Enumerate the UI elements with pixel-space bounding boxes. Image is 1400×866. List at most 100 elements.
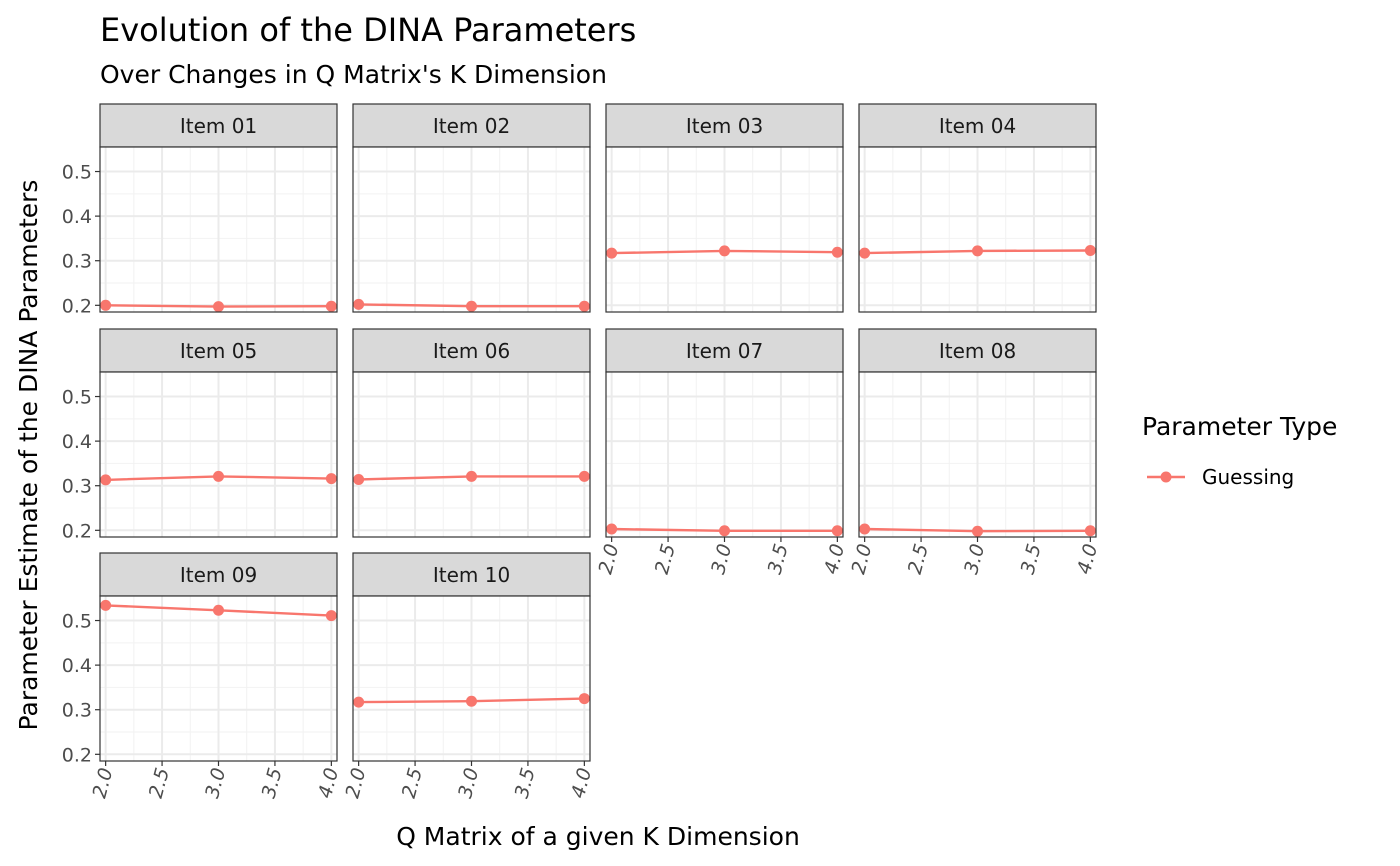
data-point	[213, 301, 224, 313]
facet-panel: Item 09 0.2 0.3 0.4 0.5 2.0 2.5 3.0 3.5 4.0	[62, 552, 343, 801]
data-point	[578, 470, 590, 482]
data-point	[972, 245, 983, 257]
facet-panel: Item 03	[605, 103, 844, 313]
data-point	[466, 470, 477, 482]
facet-panel: Item 07 2.0 2.5 3.0 3.5 4.0	[594, 328, 849, 577]
data-point	[578, 300, 590, 312]
facet-strip-label: Item 03	[686, 114, 763, 138]
data-point	[1084, 525, 1096, 537]
x-tick-label: 2.0	[88, 766, 117, 801]
x-tick-label: 2.0	[594, 542, 623, 577]
data-point	[325, 473, 337, 485]
facet-panel: Item 01 0.2 0.3 0.4 0.5	[62, 103, 338, 317]
facet-strip	[99, 552, 338, 597]
panel-border	[99, 371, 338, 538]
facet-panels: Item 01 0.2 0.3 0.4 0.5 Item 02 Item 03 Item 04…	[62, 103, 1102, 801]
facet-panel: Item 08 2.0 2.5 3.0 3.5 4.0	[847, 328, 1102, 577]
y-tick-label: 0.3	[62, 476, 92, 498]
facet-strip	[605, 328, 844, 373]
y-tick-label: 0.5	[62, 162, 92, 184]
y-tick-label: 0.2	[62, 520, 92, 542]
x-tick-label: 4.0	[567, 766, 596, 801]
x-tick-label: 3.0	[960, 542, 989, 577]
facet-panel: Item 02	[352, 103, 591, 313]
data-point	[100, 599, 112, 611]
facet-strip-label: Item 08	[939, 339, 1016, 363]
y-tick-label: 0.5	[62, 387, 92, 409]
facet-strip	[99, 103, 338, 148]
y-tick-label: 0.4	[62, 431, 92, 453]
legend-title: Parameter Type	[1142, 412, 1337, 441]
y-tick-label: 0.4	[62, 655, 92, 677]
data-point	[325, 610, 337, 622]
data-point	[831, 246, 843, 258]
x-tick-label: 3.0	[201, 766, 230, 801]
x-tick-label: 2.0	[847, 542, 876, 577]
data-point	[466, 300, 477, 312]
data-point	[972, 525, 983, 537]
facet-panel: Item 10 2.0 2.5 3.0 3.5 4.0	[341, 552, 596, 801]
data-point	[100, 474, 112, 486]
y-tick-label: 0.2	[62, 744, 92, 766]
x-tick-label: 3.5	[258, 766, 287, 801]
facet-strip-label: Item 05	[180, 339, 257, 363]
x-tick-label: 2.5	[904, 542, 933, 577]
facet-panel: Item 06	[352, 328, 591, 538]
facet-panel: Item 04	[858, 103, 1097, 313]
facet-panel: Item 05 0.2 0.3 0.4 0.5	[62, 328, 338, 542]
x-tick-label: 3.0	[454, 766, 483, 801]
facet-strip	[858, 103, 1097, 148]
facet-strip-label: Item 07	[686, 339, 763, 363]
data-point	[719, 525, 730, 537]
facet-strip-label: Item 04	[939, 114, 1016, 138]
y-tick-label: 0.5	[62, 611, 92, 633]
data-point	[213, 470, 224, 482]
data-point	[466, 695, 477, 707]
panel-border	[352, 146, 591, 313]
data-point	[578, 693, 590, 705]
data-point	[719, 245, 730, 257]
y-axis-title: Parameter Estimate of the DINA Parameter…	[14, 180, 43, 731]
panel-border	[352, 371, 591, 538]
legend-key-point	[1160, 471, 1172, 483]
facet-strip-label: Item 02	[433, 114, 510, 138]
x-tick-label: 4.0	[820, 542, 849, 577]
x-tick-label: 3.5	[1017, 542, 1046, 577]
x-axis-title: Q Matrix of a given K Dimension	[396, 822, 800, 851]
data-point	[325, 300, 337, 312]
legend-label-guessing: Guessing	[1202, 465, 1294, 489]
x-tick-label: 3.0	[707, 542, 736, 577]
facet-strip-label: Item 01	[180, 114, 257, 138]
panel-border	[99, 146, 338, 313]
data-point	[606, 247, 618, 259]
data-point	[859, 247, 871, 259]
facet-strip-label: Item 09	[180, 563, 257, 587]
facet-strip	[352, 552, 591, 597]
chart-title: Evolution of the DINA Parameters	[100, 11, 636, 49]
y-tick-label: 0.4	[62, 206, 92, 228]
y-tick-label: 0.3	[62, 700, 92, 722]
x-tick-label: 2.5	[398, 766, 427, 801]
x-tick-label: 4.0	[1073, 542, 1102, 577]
y-tick-label: 0.3	[62, 251, 92, 273]
facet-strip	[352, 103, 591, 148]
legend: Parameter Type Guessing	[1142, 412, 1337, 489]
x-tick-label: 3.5	[511, 766, 540, 801]
x-tick-label: 2.0	[341, 766, 370, 801]
x-tick-label: 2.5	[651, 542, 680, 577]
y-tick-label: 0.2	[62, 295, 92, 317]
data-point	[353, 696, 365, 708]
data-point	[100, 299, 112, 311]
x-tick-label: 4.0	[314, 766, 343, 801]
data-point	[213, 604, 224, 616]
data-point	[606, 523, 618, 535]
facet-strip	[605, 103, 844, 148]
panel-border	[605, 146, 844, 313]
facet-strip-label: Item 06	[433, 339, 510, 363]
data-point	[831, 525, 843, 537]
x-tick-label: 3.5	[764, 542, 793, 577]
x-tick-label: 2.5	[145, 766, 174, 801]
panel-border	[858, 146, 1097, 313]
data-point	[1084, 244, 1096, 256]
